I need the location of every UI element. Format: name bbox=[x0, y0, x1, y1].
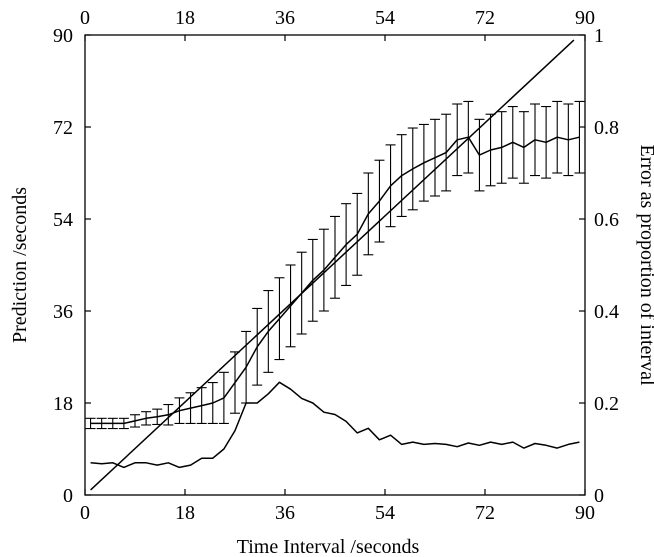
y2-tick-label: 0 bbox=[594, 485, 604, 507]
y2-tick-label: 0.6 bbox=[594, 209, 619, 231]
x-tick-label: 18 bbox=[175, 502, 195, 524]
x-tick-label: 36 bbox=[275, 502, 295, 524]
x-top-tick-label: 18 bbox=[175, 7, 195, 29]
plot-frame bbox=[84, 34, 586, 496]
x-top-tick-label: 90 bbox=[575, 7, 595, 29]
y-tick-label: 72 bbox=[53, 117, 73, 139]
x-top-tick-label: 36 bbox=[275, 7, 295, 29]
series bbox=[85, 39, 585, 491]
y2-tick-label: 0.8 bbox=[594, 117, 619, 139]
y-tick-label: 0 bbox=[63, 485, 73, 507]
x-tick-label: 54 bbox=[375, 502, 395, 524]
x-tick-label: 90 bbox=[575, 502, 595, 524]
x-axis-label: Time Interval /seconds bbox=[237, 536, 420, 557]
y2-axis-label: Error as proportion of interval bbox=[636, 144, 654, 385]
series-line-1 bbox=[90, 39, 575, 491]
x-top-tick-label: 0 bbox=[80, 7, 90, 29]
y-tick-label: 90 bbox=[53, 25, 73, 47]
y-axis-label: Prediction /seconds bbox=[9, 187, 31, 343]
y2-tick-label: 1 bbox=[594, 25, 604, 47]
axes bbox=[84, 34, 586, 496]
y-tick-label: 54 bbox=[53, 209, 73, 231]
x-tick-label: 72 bbox=[475, 502, 495, 524]
y2-tick-label: 0.2 bbox=[594, 393, 619, 415]
x-top-tick-label: 54 bbox=[375, 7, 395, 29]
y2-tick-label: 0.4 bbox=[594, 301, 619, 323]
x-tick-label: 0 bbox=[80, 502, 90, 524]
y-tick-label: 36 bbox=[53, 301, 73, 323]
y-tick-label: 18 bbox=[53, 393, 73, 415]
ticks: 0 18 36 54 72 900 18 36 54 72 900183654729000.20.4… bbox=[53, 7, 619, 524]
x-top-tick-label: 72 bbox=[475, 7, 495, 29]
series-line-3 bbox=[90, 381, 580, 469]
